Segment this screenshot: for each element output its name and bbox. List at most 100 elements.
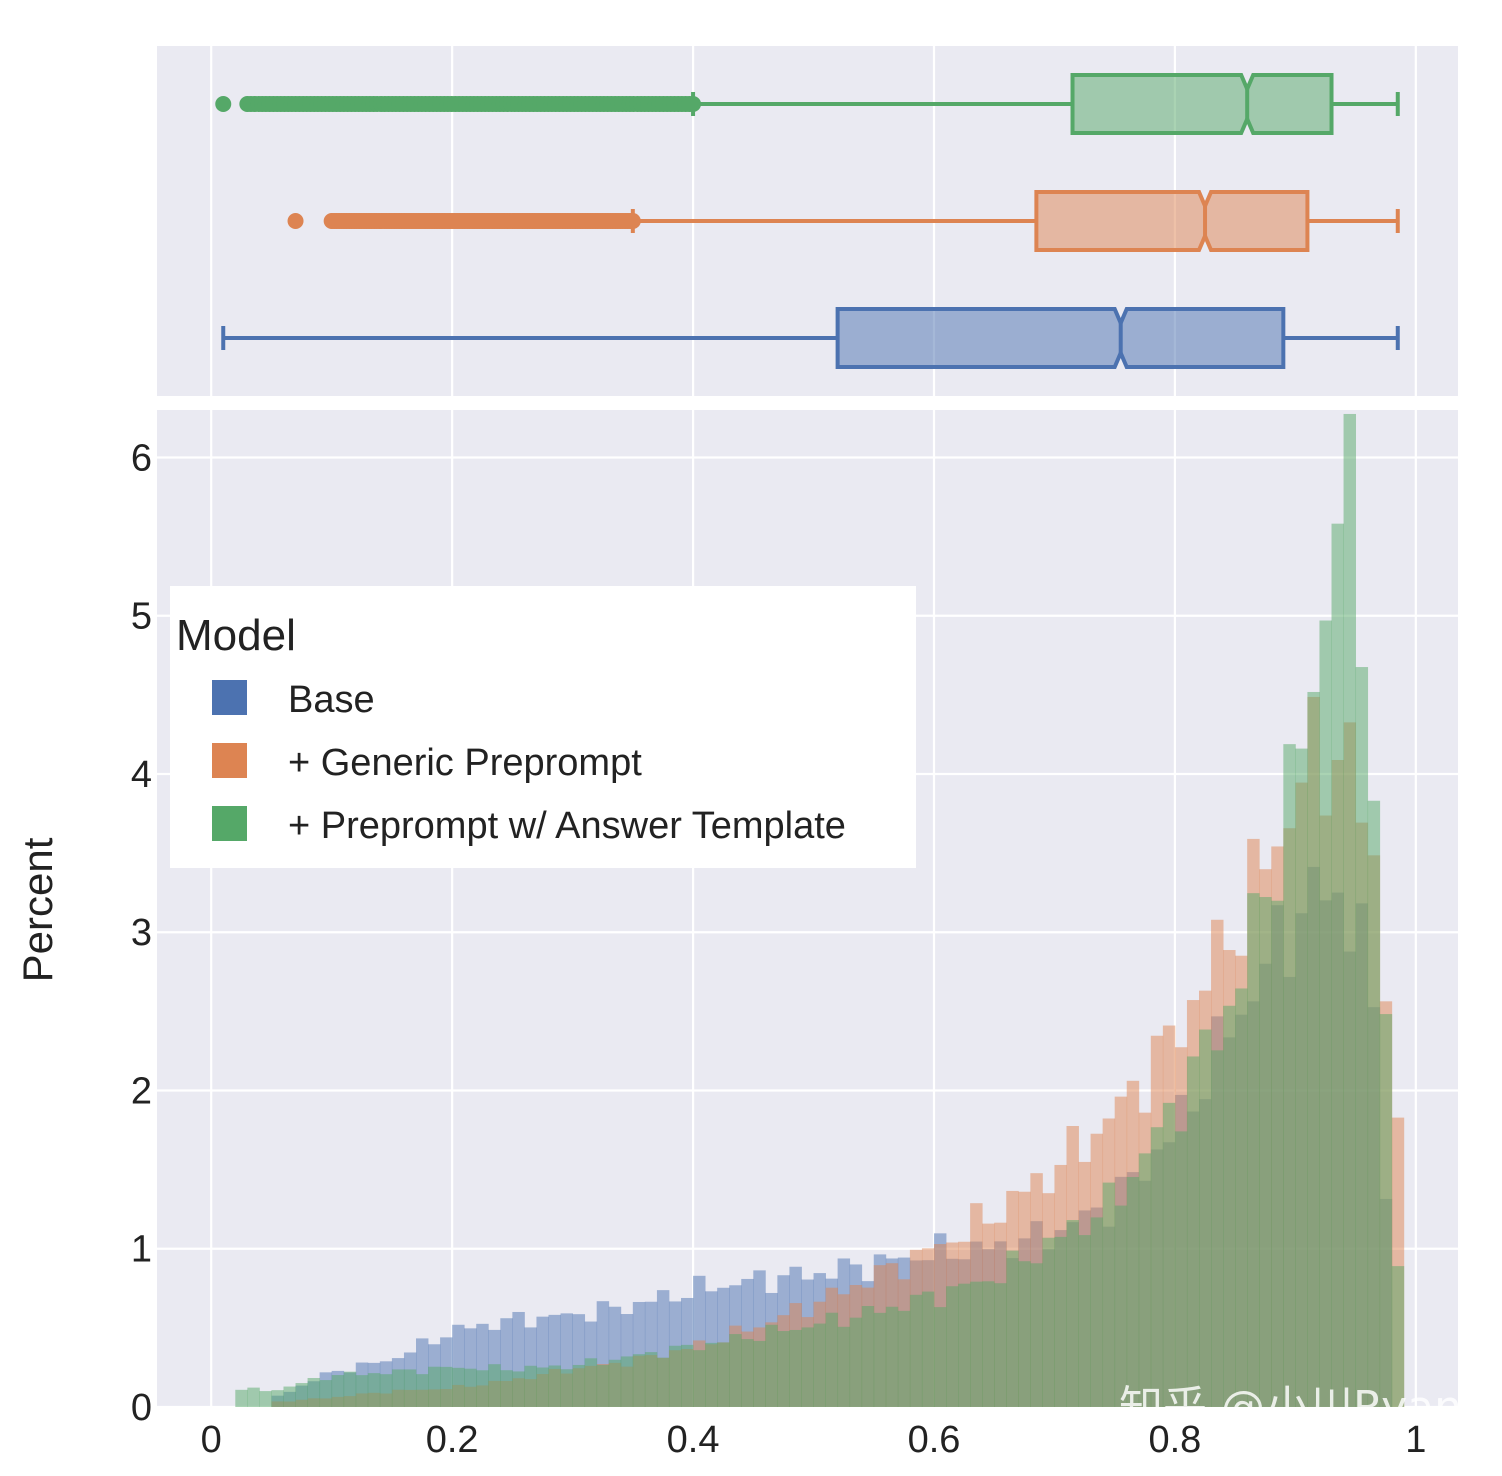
hist-bar-2-40 <box>693 1350 706 1407</box>
boxplot-1 <box>287 190 1400 252</box>
hist-bar-2-41 <box>705 1342 718 1407</box>
hist-bar-2-53 <box>849 1317 863 1407</box>
hist-bar-2-81 <box>1186 1056 1200 1407</box>
hist-bar-2-45 <box>753 1340 766 1407</box>
hist-bar-2-84 <box>1223 1005 1236 1407</box>
outlier-2-0 <box>215 96 232 112</box>
hist-bar-2-7 <box>295 1383 308 1407</box>
x-tick-label-0: 0 <box>201 1419 222 1461</box>
y-tick-label-4: 4 <box>131 754 152 796</box>
hist-bar-2-48 <box>789 1329 802 1407</box>
hist-bar-2-43 <box>729 1334 742 1407</box>
hist-bar-2-74 <box>1102 1182 1116 1407</box>
hist-bar-2-52 <box>837 1326 851 1407</box>
hist-bar-2-54 <box>861 1306 875 1407</box>
hist-bar-2-89 <box>1283 744 1296 1407</box>
hist-bar-2-93 <box>1331 523 1344 1407</box>
hist-bar-2-15 <box>391 1369 405 1407</box>
hist-bar-2-73 <box>1090 1217 1104 1407</box>
hist-bar-2-4 <box>259 1391 272 1407</box>
outlier-1-121 <box>624 213 641 229</box>
hist-bar-2-56 <box>885 1306 899 1407</box>
hist-bar-2-88 <box>1271 900 1284 1407</box>
hist-bar-2-32 <box>596 1364 610 1407</box>
legend-swatch-1 <box>212 743 247 778</box>
boxplot-2 <box>215 73 1400 135</box>
y-tick-label-3: 3 <box>131 912 152 954</box>
hist-bar-2-94 <box>1343 413 1357 1408</box>
y-tick-label-0: 0 <box>131 1387 152 1429</box>
hist-bar-2-44 <box>741 1339 754 1407</box>
hist-bar-2-90 <box>1295 748 1308 1407</box>
box-2 <box>1070 73 1334 135</box>
hist-bar-2-16 <box>403 1369 417 1407</box>
hist-bar-2-71 <box>1066 1220 1079 1407</box>
hist-bar-2-18 <box>428 1366 441 1407</box>
hist-bar-2-49 <box>801 1327 814 1407</box>
hist-bar-2-25 <box>512 1371 525 1407</box>
legend-title: Model <box>176 611 296 660</box>
hist-bar-2-95 <box>1355 667 1369 1407</box>
hist-bar-2-92 <box>1319 620 1332 1407</box>
hist-bar-2-98 <box>1391 1266 1405 1407</box>
y-tick-label-5: 5 <box>131 596 152 638</box>
hist-bar-2-20 <box>452 1367 465 1407</box>
hist-bar-2-80 <box>1174 1131 1188 1407</box>
hist-bar-2-75 <box>1114 1205 1128 1407</box>
hist-bar-2-60 <box>933 1307 947 1407</box>
hist-bar-2-12 <box>355 1375 369 1407</box>
hist-bar-2-86 <box>1247 893 1260 1407</box>
hist-bar-2-5 <box>271 1390 284 1407</box>
hist-bar-2-85 <box>1235 988 1248 1407</box>
hist-bar-2-91 <box>1307 691 1320 1407</box>
hist-bar-2-66 <box>1006 1250 1019 1407</box>
hist-bar-2-58 <box>909 1294 923 1407</box>
hist-bar-2-55 <box>873 1312 887 1407</box>
hist-bar-2-22 <box>476 1370 489 1407</box>
hist-bar-2-64 <box>982 1281 995 1407</box>
hist-bar-2-24 <box>500 1370 513 1407</box>
hist-bar-2-19 <box>440 1366 453 1407</box>
hist-bar-2-6 <box>283 1386 296 1407</box>
legend-items: Base + Generic Preprompt + Preprompt w/ An… <box>212 679 846 847</box>
hist-bar-2-35 <box>632 1354 646 1407</box>
hist-bar-2-68 <box>1030 1263 1043 1407</box>
outlier-2-121 <box>685 96 702 112</box>
hist-bar-2-83 <box>1211 1050 1224 1407</box>
legend-label-0: Base <box>288 679 375 721</box>
hist-bar-2-26 <box>524 1365 537 1407</box>
hist-bar-2-13 <box>367 1373 381 1407</box>
legend-label-2: + Preprompt w/ Answer Template <box>288 805 846 847</box>
hist-bar-2-76 <box>1126 1176 1140 1407</box>
hist-bar-2-3 <box>247 1387 260 1407</box>
box-0 <box>835 307 1286 369</box>
hist-bar-2-61 <box>946 1286 959 1407</box>
hist-bar-2-67 <box>1018 1261 1031 1407</box>
hist-bar-2-8 <box>307 1377 321 1407</box>
legend-swatch-2 <box>212 806 247 841</box>
watermark: 知乎 @小川Ryan <box>1119 1382 1462 1433</box>
hist-bar-2-59 <box>921 1291 935 1407</box>
hist-bar-2-31 <box>584 1358 598 1407</box>
boxplot-0 <box>221 307 1400 369</box>
hist-bar-2-42 <box>717 1342 730 1407</box>
boxplot-layer <box>215 73 1400 369</box>
hist-bar-2-30 <box>572 1364 586 1407</box>
legend: Model Base + Generic Preprompt + Preprompt… <box>170 586 916 868</box>
hist-bar-2-37 <box>656 1357 670 1407</box>
hist-bar-2-50 <box>813 1323 826 1407</box>
hist-bar-2-72 <box>1078 1235 1091 1407</box>
hist-bar-2-2 <box>235 1389 248 1407</box>
hist-bar-2-28 <box>548 1365 561 1407</box>
hist-bar-2-77 <box>1138 1153 1152 1407</box>
x-tick-label-3: 0.6 <box>908 1419 961 1461</box>
tick-labels: 0 0.2 0.4 0.6 0.8 1 0 1 2 3 4 5 6 <box>131 437 1427 1461</box>
hist-bar-2-33 <box>608 1359 622 1407</box>
hist-bar-2-79 <box>1162 1102 1176 1407</box>
hist-bar-2-27 <box>536 1367 549 1407</box>
hist-bar-2-9 <box>319 1380 333 1407</box>
hist-bar-2-23 <box>488 1364 501 1407</box>
hist-series-2 <box>235 413 1405 1408</box>
